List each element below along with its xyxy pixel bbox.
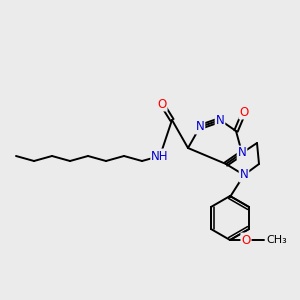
Text: O: O [239,106,249,118]
Text: O: O [158,98,166,110]
Text: N: N [196,121,204,134]
Text: N: N [216,113,224,127]
Text: O: O [242,233,250,247]
Text: NH: NH [151,149,169,163]
Text: CH₃: CH₃ [266,235,287,245]
Text: N: N [238,146,246,160]
Text: N: N [240,169,248,182]
